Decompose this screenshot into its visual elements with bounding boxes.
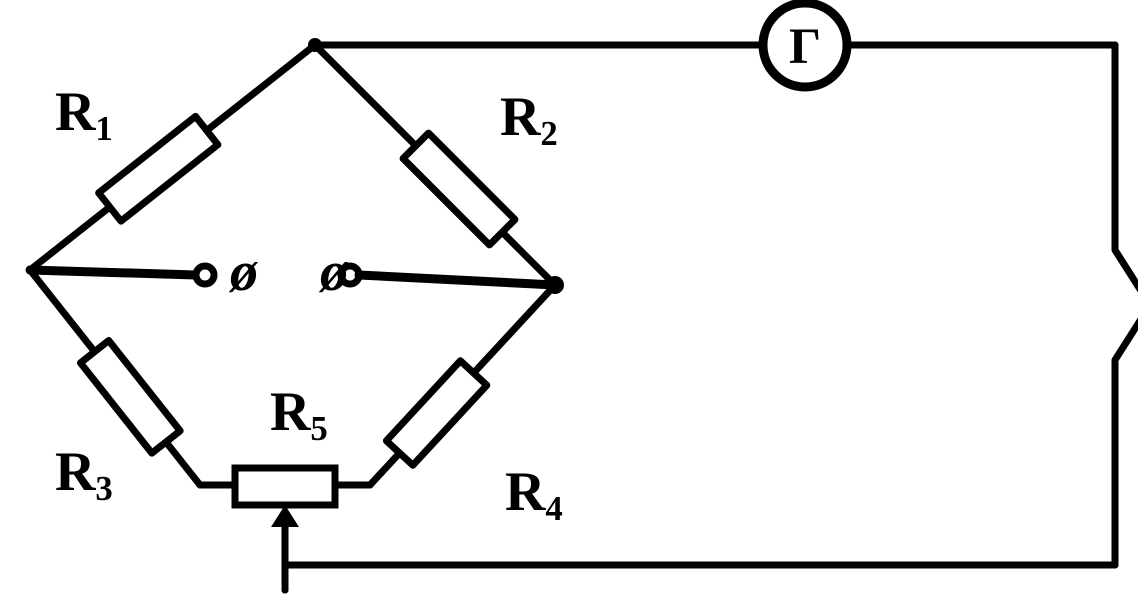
label-r4-sub: 4 (545, 489, 562, 528)
circuit-diagram: ГR1R2R3R4R5øø (0, 0, 1138, 614)
background (0, 0, 1138, 614)
label-r3-sub: 3 (95, 469, 112, 508)
galvanometer-label: Г (789, 18, 821, 74)
phi-terminal-left (196, 266, 214, 284)
node-top-dot (308, 38, 322, 52)
label-r4: R (505, 461, 546, 523)
center-wire-left (30, 270, 196, 275)
label-r1-sub: 1 (95, 109, 112, 148)
label-r1: R (55, 81, 96, 143)
label-r3: R (55, 441, 96, 503)
label-r2: R (500, 86, 541, 148)
label-r2-sub: 2 (540, 114, 557, 153)
resistor-r5-body (235, 468, 335, 505)
label-r5: R (270, 381, 311, 443)
node-right-dot (546, 276, 564, 294)
phi-label-left: ø (228, 241, 259, 303)
label-r5-sub: 5 (310, 409, 327, 448)
phi-label-right: ø (318, 241, 349, 303)
